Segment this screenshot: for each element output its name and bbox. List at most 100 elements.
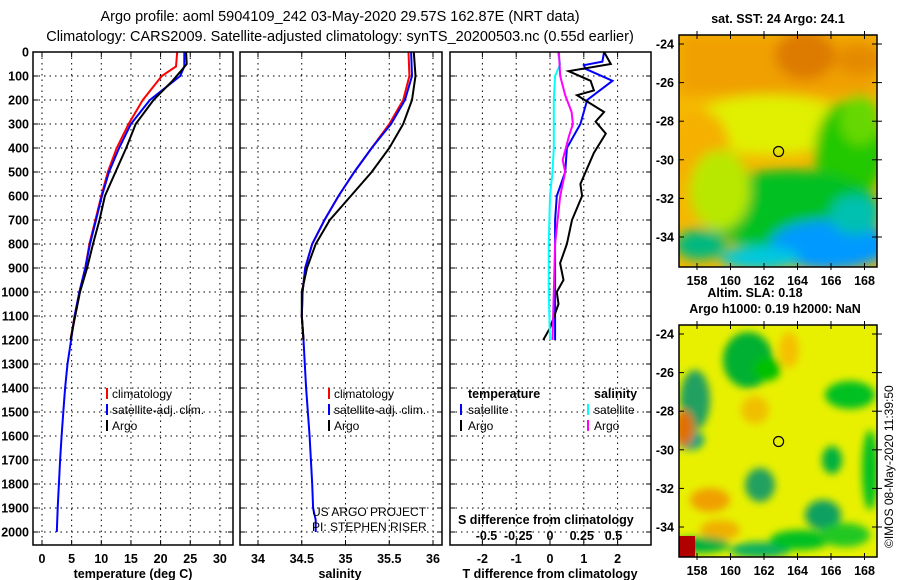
profile-panel-differences: -2 -1 0 1 2 -0.5 -0.25 0 0.25 0.5: [449, 51, 652, 566]
series-line-argo: [69, 52, 188, 341]
profile-location-marker: [772, 435, 785, 448]
depth-tick-label: 100: [8, 70, 29, 84]
legend-label: climatology: [112, 387, 172, 401]
legend-label: satellite-adj. clim.: [112, 403, 204, 417]
legend-label: Argo: [112, 419, 138, 433]
lon-tick-label: 160: [720, 274, 741, 288]
legend-label: Argo: [594, 419, 620, 433]
sst-map-frame: [678, 34, 878, 268]
lat-tick-label: -26: [656, 76, 674, 90]
panel-frame: [239, 51, 443, 546]
s-diff-tick-label: 0.25: [570, 529, 594, 543]
legend-label: satellite: [468, 403, 509, 417]
legend-header-temperature: temperature: [468, 387, 540, 401]
lat-tick-label: -28: [656, 405, 674, 419]
title-line-1: Argo profile: aoml 5904109_242 03-May-20…: [100, 9, 579, 25]
x-tick-label: -2: [477, 552, 488, 566]
lon-tick-label: 164: [787, 564, 808, 578]
lon-tick-label: 164: [787, 274, 808, 288]
legend-label: Argo: [468, 419, 494, 433]
lon-tick-label: 160: [720, 564, 741, 578]
lon-tick-label: 162: [754, 564, 775, 578]
sla-map-frame: [678, 324, 878, 558]
legend-marker-argo: [106, 420, 108, 431]
depth-tick-label: 1000: [1, 286, 29, 300]
depth-tick-label: 400: [8, 142, 29, 156]
x-axis-label-temperature: temperature (deg C): [74, 567, 193, 580]
s-diff-tick-label: 0.5: [605, 529, 622, 543]
panel-frame: [32, 51, 234, 546]
depth-tick-label: 600: [8, 190, 29, 204]
lat-tick-label: -24: [656, 38, 674, 52]
profile-panel-salinity: 34 34.5 35 35.5 36: [239, 51, 443, 566]
sla-map: [679, 325, 877, 557]
x-tick-label: 5: [68, 552, 75, 566]
legend-label: satellite-adj. clim.: [334, 403, 426, 417]
credit-project: US ARGO PROJECT: [312, 505, 427, 519]
x-tick-label: 10: [94, 552, 108, 566]
lat-tick-label: -28: [656, 115, 674, 129]
x-tick-label: 0: [39, 552, 46, 566]
profile-panel-temperature: 0 5 10 15 20 25 30: [32, 51, 234, 566]
x-tick-label: 25: [183, 552, 197, 566]
depth-tick-label: 1300: [1, 358, 29, 372]
lat-tick-label: -32: [656, 192, 674, 206]
lon-tick-label: 168: [854, 274, 875, 288]
depth-tick-label: 1500: [1, 406, 29, 420]
x-tick-label: 20: [154, 552, 168, 566]
x-tick-label: -1: [511, 552, 522, 566]
lat-tick-label: -26: [656, 366, 674, 380]
series-line-satellite-adj-clim-: [300, 52, 414, 532]
depth-tick-label: 1100: [2, 310, 29, 324]
s-diff-tick-label: -0.5: [476, 529, 498, 543]
timestamp: ©IMOS 08-May-2020 11:39:50: [882, 385, 896, 548]
salinity-legend: climatology satellite-adj. clim. Argo: [328, 387, 426, 433]
legend-label: satellite: [594, 403, 635, 417]
lat-tick-label: -34: [656, 521, 674, 535]
lon-tick-label: 168: [854, 564, 875, 578]
depth-tick-label: 200: [8, 94, 29, 108]
depth-tick-label: 1200: [1, 334, 29, 348]
depth-tick-label: 900: [8, 262, 29, 276]
sla-map-subtitle: Argo h1000: 0.19 h2000: NaN: [689, 302, 861, 316]
sst-map-title: sat. SST: 24 Argo: 24.1: [711, 12, 845, 26]
lon-tick-label: 166: [821, 564, 842, 578]
depth-tick-label: 2000: [1, 526, 29, 540]
series-line-argo: [300, 52, 417, 341]
lat-tick-label: -34: [656, 231, 674, 245]
depth-tick-label: 1400: [1, 382, 29, 396]
sst-map: [679, 35, 877, 267]
depth-tick-label: 500: [8, 166, 29, 180]
lon-tick-label: 166: [821, 274, 842, 288]
lat-tick-label: -30: [656, 443, 674, 457]
depth-tick-label: 1600: [1, 430, 29, 444]
depth-tick-label: 300: [8, 118, 29, 132]
series-group: [55, 52, 188, 533]
legend-header-salinity: salinity: [594, 387, 637, 401]
credit-pi: PI: STEPHEN RISER: [312, 520, 427, 534]
x-tick-label: 34: [251, 552, 265, 566]
depth-tick-label: 1800: [1, 478, 29, 492]
profile-location-marker: [772, 145, 785, 158]
s-diff-tick-label: 0: [547, 529, 554, 543]
depth-tick-label: 700: [8, 214, 29, 228]
legend-marker-s-satellite: [587, 404, 589, 415]
s-diff-axis-label: S difference from climatology: [458, 513, 634, 527]
series-group: [542, 52, 615, 341]
depth-tick-label: 0: [22, 46, 29, 60]
s-diff-tick-label: -0.25: [504, 529, 533, 543]
depth-tick-label: 1900: [1, 502, 29, 516]
series-line-climatology: [69, 52, 179, 341]
lat-tick-label: -24: [656, 328, 674, 342]
legend-marker-climatology: [328, 388, 330, 399]
series-line-satellite-adj-clim-: [55, 52, 186, 533]
legend-label: Argo: [334, 419, 360, 433]
lat-tick-label: -30: [656, 153, 674, 167]
x-tick-label: 2: [614, 552, 621, 566]
x-axis-label-salinity: salinity: [318, 567, 361, 580]
x-tick-label: 0: [547, 552, 554, 566]
lat-tick-label: -32: [656, 482, 674, 496]
x-tick-label: 15: [124, 552, 138, 566]
x-tick-label: 35.5: [377, 552, 401, 566]
